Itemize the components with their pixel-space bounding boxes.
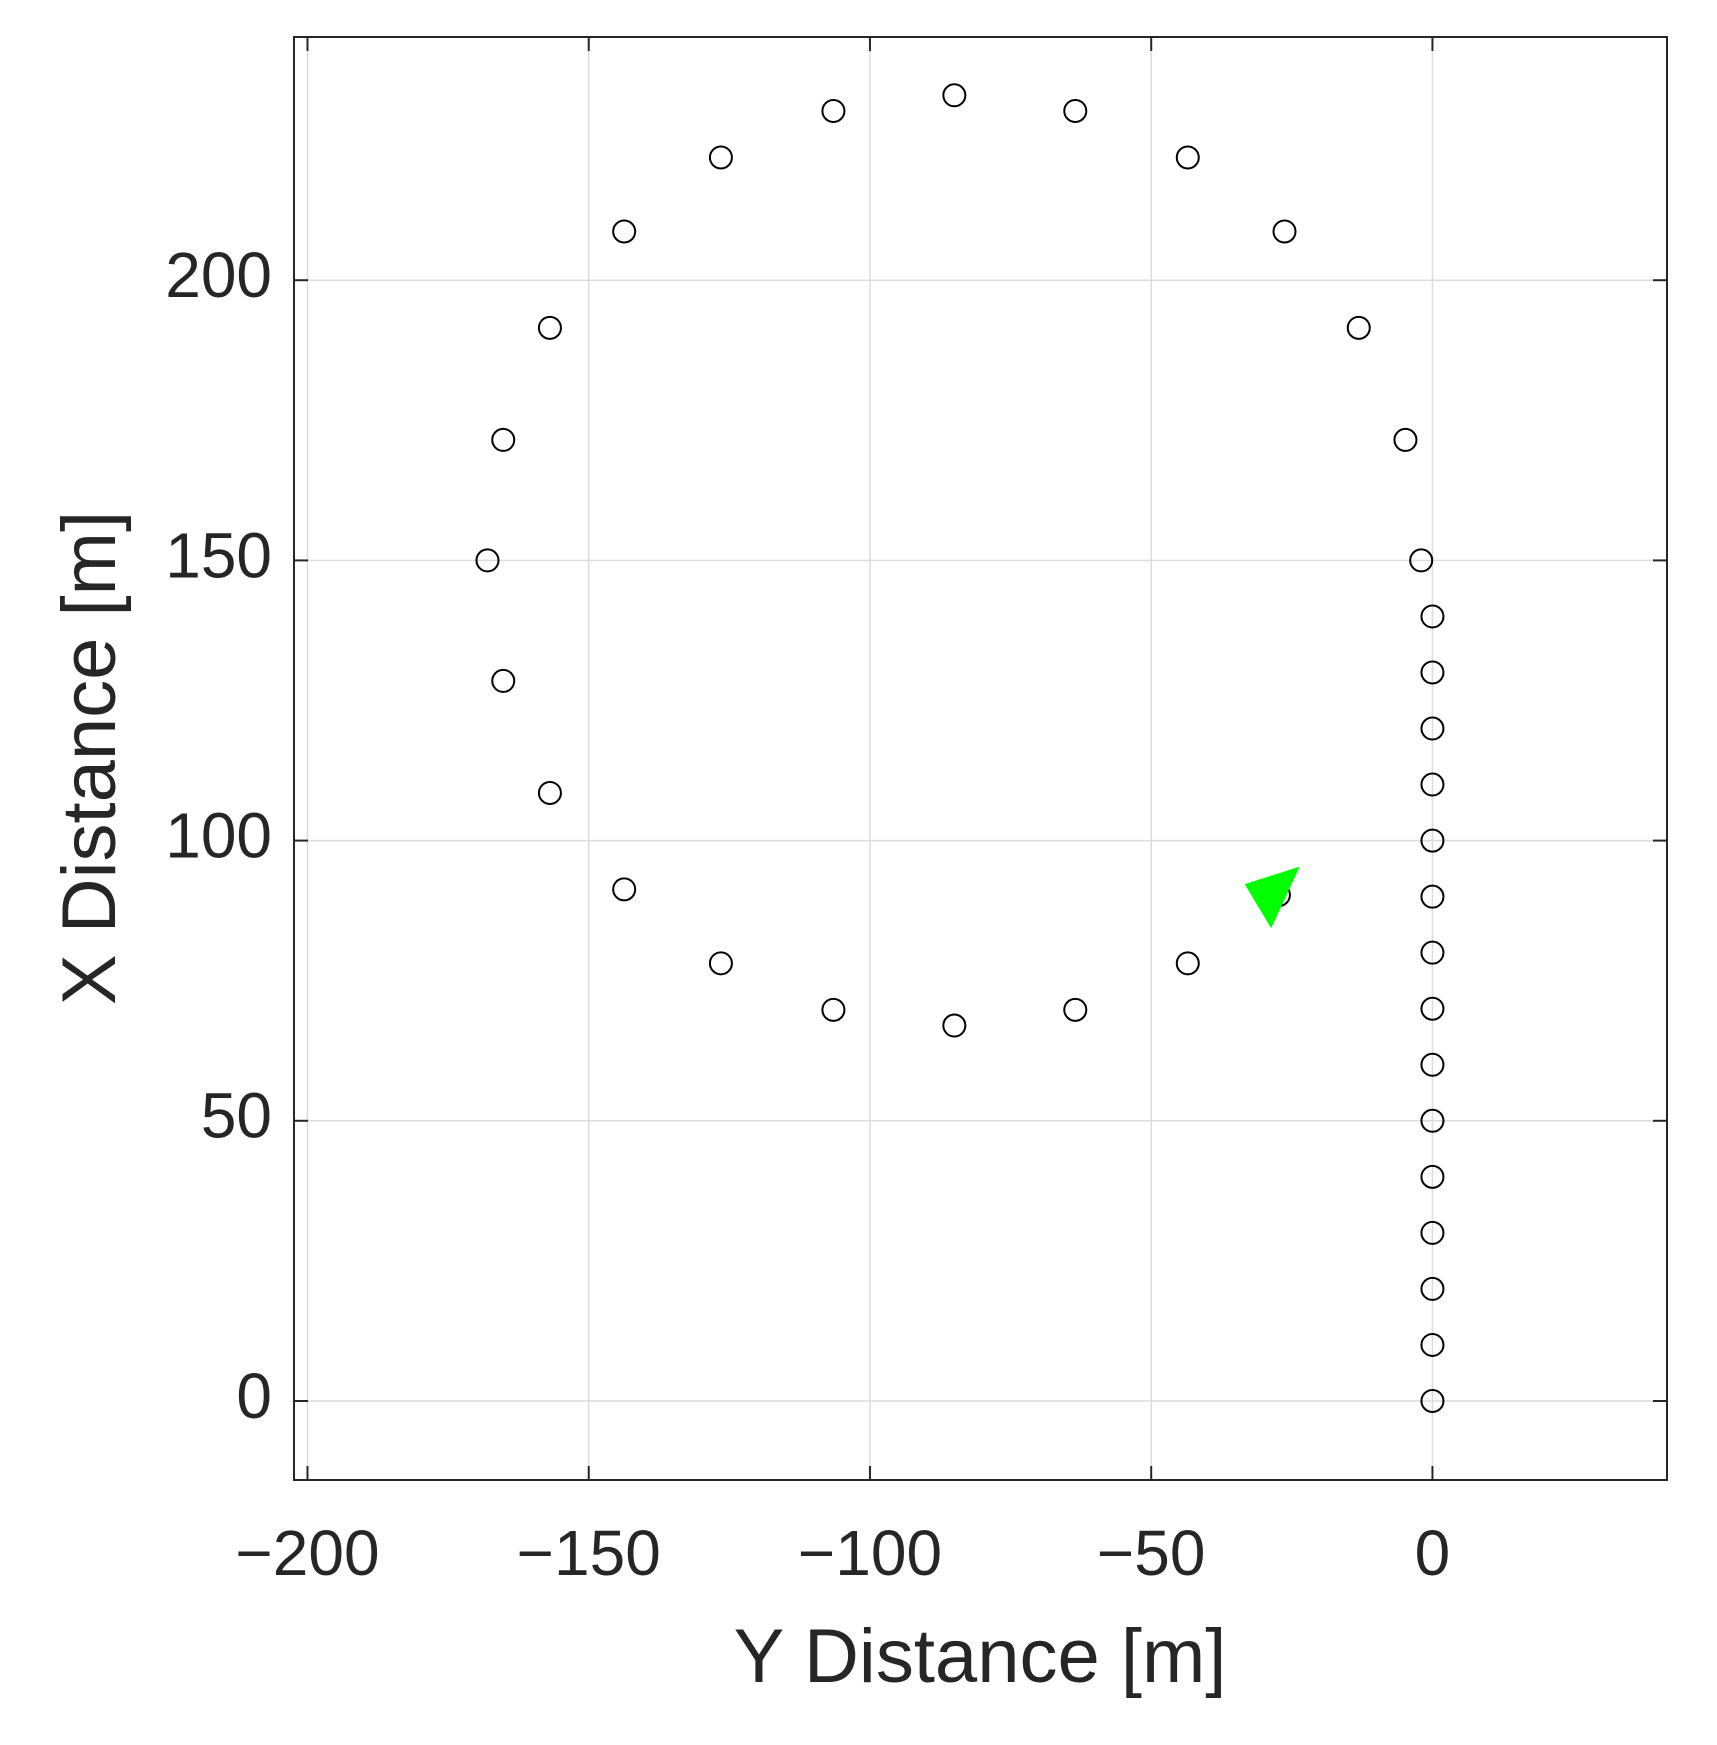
trajectory-point — [491, 668, 516, 693]
trajectory-point — [942, 1013, 967, 1038]
trajectory-point — [1420, 716, 1445, 741]
trajectory-point — [612, 219, 637, 244]
y-tick-label: 150 — [165, 519, 272, 591]
trajectory-point — [1420, 1164, 1445, 1189]
trajectory-point — [821, 98, 846, 123]
trajectory-point — [1420, 604, 1445, 629]
x-axis-label: Y Distance [m] — [734, 1614, 1227, 1699]
y-tick-label: 100 — [165, 800, 272, 872]
x-tick-label: −150 — [517, 1517, 661, 1589]
y-tick-label: 200 — [165, 239, 272, 311]
trajectory-point — [1420, 940, 1445, 965]
trajectory-point — [1420, 772, 1445, 797]
end-marker — [1244, 866, 1300, 929]
trajectory-point — [708, 145, 733, 170]
x-tick-label: −200 — [235, 1517, 379, 1589]
trajectory-point — [1420, 1388, 1445, 1413]
trajectory-point — [537, 315, 562, 340]
trajectory-point — [491, 427, 516, 452]
plot-frame — [293, 36, 1668, 1481]
x-tick-label: 0 — [1415, 1517, 1451, 1589]
trajectory-point — [1420, 660, 1445, 685]
trajectory-point — [1175, 951, 1200, 976]
trajectory-point — [1420, 884, 1445, 909]
trajectory-point — [1346, 315, 1371, 340]
trajectory-point — [1393, 427, 1418, 452]
trajectory-point — [1420, 1052, 1445, 1077]
trajectory-point — [612, 877, 637, 902]
trajectory-point — [1420, 1220, 1445, 1245]
trajectory-point — [1175, 145, 1200, 170]
trajectory-point — [942, 83, 967, 108]
trajectory-point — [708, 951, 733, 976]
trajectory-point — [821, 997, 846, 1022]
trajectory-point — [1063, 997, 1088, 1022]
y-tick-label: 0 — [236, 1360, 272, 1432]
trajectory-point — [1420, 1276, 1445, 1301]
trajectory-point — [1420, 1332, 1445, 1357]
trajectory-point — [1420, 828, 1445, 853]
trajectory-point — [1272, 219, 1297, 244]
trajectory-point — [1420, 996, 1445, 1021]
x-tick-label: −100 — [798, 1517, 942, 1589]
trajectory-point — [475, 548, 500, 573]
trajectory-point — [1063, 98, 1088, 123]
trajectory-point — [537, 780, 562, 805]
x-tick-label: −50 — [1097, 1517, 1206, 1589]
trajectory-point — [1420, 1108, 1445, 1133]
trajectory-point — [1409, 548, 1434, 573]
y-tick-label: 50 — [201, 1080, 272, 1152]
y-axis-label: X Distance [m] — [47, 511, 132, 1005]
